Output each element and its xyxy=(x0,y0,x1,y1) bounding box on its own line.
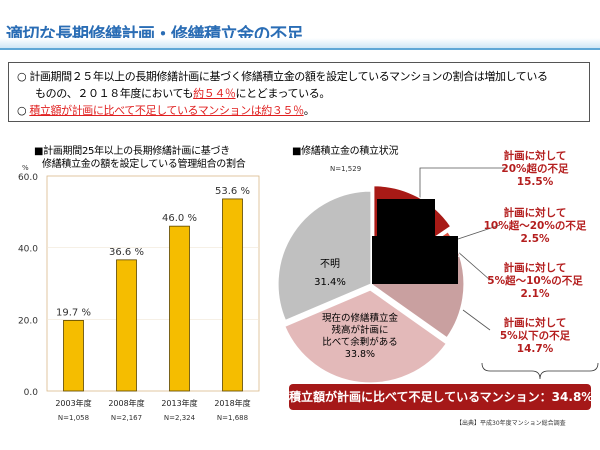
label-unknown: 不明 31.4% xyxy=(314,259,346,288)
y-tick-label: 60.0 xyxy=(18,173,38,183)
summary-text: にとどまっている。 xyxy=(235,87,331,100)
x-tick-label: 2008年度 xyxy=(108,398,144,408)
x-tick-label: 2018年度 xyxy=(214,398,250,408)
source-note: 【出典】平成30年度マンション総合調査 xyxy=(456,420,566,427)
bar xyxy=(169,225,190,392)
y-tick-label: 0.0 xyxy=(24,388,39,398)
highlight-54: 約５４％ xyxy=(193,87,236,100)
black-block xyxy=(377,199,435,237)
summary-text: 計画期間２５年以上の長期修繕計画に基づく修繕積立金の額を設定しているマンションの… xyxy=(29,70,548,83)
annotation-5-under: 計画に対して 5%以下の不足 14.7% xyxy=(499,317,571,355)
bullet: ○ xyxy=(17,70,27,83)
bar-value-label: 19.7 % xyxy=(56,307,91,318)
annotation-20-plus: 計画に対して 20%超の不足 15.5% xyxy=(501,150,569,188)
black-block xyxy=(372,236,458,284)
y-tick-label: 20.0 xyxy=(18,316,38,326)
bar xyxy=(63,320,84,392)
n-label: N=1,058 xyxy=(58,414,89,422)
bar-value-label: 46.0 % xyxy=(162,213,197,224)
y-tick-label: 40.0 xyxy=(18,245,38,255)
title-underline xyxy=(0,38,600,50)
summary-box: ○ 計画期間２５年以上の長期修繕計画に基づく修繕積立金の額を設定しているマンショ… xyxy=(8,62,590,122)
bar-chart-title-2: 修繕積立金の額を設定している管理組合の割合 xyxy=(42,159,246,170)
pie-n-label: N=1,529 xyxy=(330,165,362,173)
bar-chart: 0.0 20.0 40.0 60.0 19.7 % 2003年度 N=1,058 36.6 %… xyxy=(18,173,260,422)
n-label: N=2,167 xyxy=(111,414,142,422)
annotation-5-10: 計画に対して 5%超～10%の不足 2.1% xyxy=(487,262,583,300)
shortfall-banner: 積立額が計画に比べて不足しているマンション：34.8% xyxy=(289,384,593,410)
summary-text: 。 xyxy=(303,104,315,117)
bar xyxy=(222,198,243,392)
highlight-35: 積立額が計画に比べて不足しているマンションは約３５％ xyxy=(29,104,304,117)
n-label: N=1,688 xyxy=(217,414,248,422)
plot-area xyxy=(46,175,260,392)
y-axis-unit: % xyxy=(22,164,29,172)
x-tick-label: 2013年度 xyxy=(161,398,197,408)
x-tick-label: 2003年度 xyxy=(55,398,91,408)
summary-line-2: ものの、２０１８年度においても約５４％にとどまっている。 xyxy=(35,85,330,102)
summary-line-1: ○ 計画期間２５年以上の長期修繕計画に基づく修繕積立金の額を設定しているマンショ… xyxy=(17,68,548,85)
annotation-10-20: 計画に対して 10%超～20%の不足 2.5% xyxy=(483,207,587,245)
bar xyxy=(116,259,137,392)
pie-slice xyxy=(283,289,448,384)
pie-slice xyxy=(277,190,372,322)
pie-chart-title: ■修繕積立金の積立状況 xyxy=(292,146,399,157)
n-label: N=2,324 xyxy=(164,414,196,422)
label-surplus: 現在の修繕積立金 残高が計画に 比べて余剰がある 33.8% xyxy=(321,313,398,360)
summary-line-3: ○ 積立額が計画に比べて不足しているマンションは約３５％。 xyxy=(17,102,315,119)
bar-chart-title-1: ■計画期間25年以上の長期修繕計画に基づき xyxy=(34,146,230,157)
bar-value-label: 53.6 % xyxy=(215,186,250,197)
summary-text: ものの、２０１８年度においても xyxy=(35,87,194,100)
bar-value-label: 36.6 % xyxy=(109,247,144,258)
bullet: ○ xyxy=(17,104,27,117)
